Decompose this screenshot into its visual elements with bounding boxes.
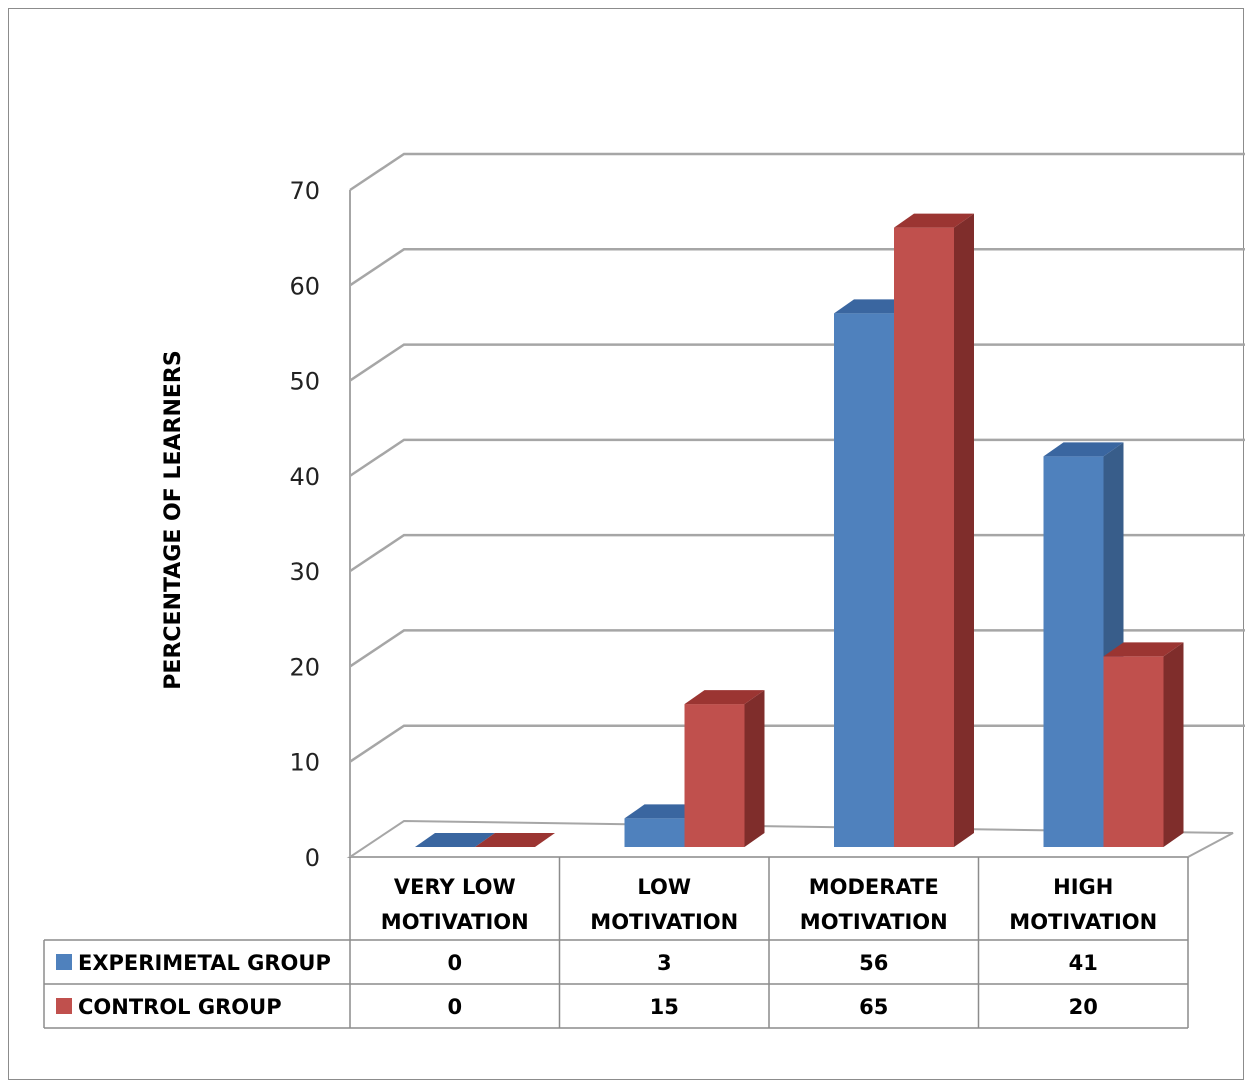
gridline bbox=[349, 152, 1245, 192]
y-tick-label: 0 bbox=[305, 844, 320, 872]
bar-top bbox=[1103, 642, 1184, 657]
legend-swatch bbox=[56, 998, 72, 1014]
gridline bbox=[349, 248, 1245, 287]
x-tick-label-line: MODERATE bbox=[809, 875, 939, 899]
y-tick-label: 40 bbox=[289, 463, 320, 491]
data-label: 41 bbox=[1069, 951, 1098, 975]
bar-side bbox=[744, 690, 765, 847]
legend-label: EXPERIMETAL GROUP bbox=[78, 951, 331, 975]
data-label: 15 bbox=[650, 995, 679, 1019]
bar bbox=[1103, 642, 1184, 847]
bar-front bbox=[684, 704, 745, 847]
y-tick-label: 60 bbox=[289, 272, 320, 300]
bar-front bbox=[624, 818, 685, 847]
bar bbox=[475, 833, 555, 848]
bar-front bbox=[834, 313, 894, 847]
data-label: 0 bbox=[447, 995, 462, 1019]
bar-front bbox=[894, 227, 954, 848]
bar-top bbox=[684, 690, 765, 705]
bar bbox=[894, 213, 974, 848]
x-tick-label: HIGH MOTIVATION bbox=[1009, 875, 1157, 934]
x-tick-label: LOW MOTIVATION bbox=[590, 875, 738, 934]
x-tick-label-line: LOW bbox=[637, 875, 691, 899]
y-tick-label: 10 bbox=[289, 749, 320, 777]
bar-front bbox=[1043, 456, 1104, 847]
y-tick-label: 20 bbox=[289, 653, 320, 681]
bar-side bbox=[954, 213, 974, 848]
data-label: 3 bbox=[657, 951, 672, 975]
bar-top bbox=[415, 833, 495, 847]
bar bbox=[415, 833, 495, 848]
gridline bbox=[349, 343, 1245, 382]
data-label: 20 bbox=[1069, 995, 1098, 1019]
x-tick-label-line: MOTIVATION bbox=[590, 910, 738, 934]
x-tick-label: MODERATE MOTIVATION bbox=[800, 875, 948, 934]
data-label: 56 bbox=[859, 951, 888, 975]
y-tick-label: 70 bbox=[289, 177, 320, 205]
bar-side bbox=[1163, 642, 1184, 847]
legend-label: CONTROL GROUP bbox=[78, 995, 282, 1019]
x-tick-label-line: HIGH bbox=[1053, 875, 1113, 899]
chart-frame bbox=[8, 8, 1244, 1080]
data-label: 65 bbox=[859, 995, 888, 1019]
x-tick-label-line: MOTIVATION bbox=[1009, 910, 1157, 934]
y-axis-title: PERCENTAGE OF LEARNERS bbox=[161, 350, 186, 689]
x-tick-label-line: MOTIVATION bbox=[381, 910, 529, 934]
legend-swatch bbox=[56, 954, 72, 970]
chart-floor bbox=[346, 819, 1234, 858]
bar-top bbox=[894, 213, 974, 228]
data-label: 0 bbox=[447, 951, 462, 975]
bar-front bbox=[1103, 656, 1164, 847]
bar-top bbox=[475, 833, 555, 847]
bar bbox=[684, 690, 765, 847]
y-tick-label: 50 bbox=[289, 368, 320, 396]
y-tick-label: 30 bbox=[289, 558, 320, 586]
x-tick-label: VERY LOW MOTIVATION bbox=[381, 875, 529, 934]
x-tick-label-line: VERY LOW bbox=[394, 875, 516, 899]
x-tick-label-line: MOTIVATION bbox=[800, 910, 948, 934]
bar-top bbox=[1043, 442, 1124, 457]
